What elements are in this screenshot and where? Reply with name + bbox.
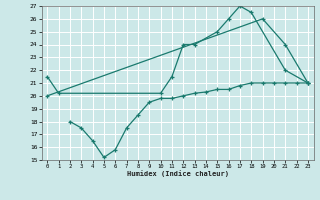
X-axis label: Humidex (Indice chaleur): Humidex (Indice chaleur) xyxy=(127,171,228,177)
